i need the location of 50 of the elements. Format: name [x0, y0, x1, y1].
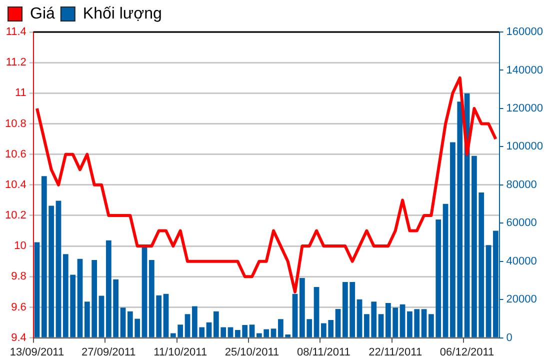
y2-tick-label: 40000 [506, 255, 537, 268]
bar [356, 299, 362, 338]
bar [34, 242, 40, 338]
bar [228, 327, 234, 338]
bar [249, 324, 255, 338]
y2-tick-label: 160000 [506, 26, 544, 38]
legend-label: Khối lượng [82, 5, 162, 22]
x-tick-label: 08/11/2011 [296, 346, 350, 358]
y2-tick-label: 0 [506, 332, 512, 344]
y-tick-label: 10.6 [4, 148, 26, 160]
bar [56, 200, 62, 338]
y2-tick-label: 140000 [506, 64, 544, 76]
bar [378, 314, 384, 338]
bar [163, 294, 169, 338]
y-tick-label: 10.4 [4, 178, 26, 191]
x-tick-label: 06/12/2011 [440, 346, 494, 358]
y-tick-label: 9.8 [11, 270, 26, 283]
bar [442, 204, 448, 338]
y-tick-label: 10 [14, 240, 26, 252]
y2-tick-label: 100000 [506, 140, 544, 153]
bar [77, 258, 83, 338]
y-tick-label: 9.6 [11, 301, 26, 314]
bar [400, 304, 406, 338]
bar [486, 245, 492, 338]
x-tick-label: 13/09/2011 [10, 346, 64, 358]
bar [184, 314, 190, 338]
y2-tick-label: 80000 [506, 178, 537, 191]
legend-label: Giá [30, 5, 55, 22]
bar [206, 322, 212, 338]
x-tick-label: 25/10/2011 [224, 346, 280, 358]
y2-tick-label: 20000 [506, 294, 537, 306]
bar [270, 328, 276, 338]
bar [421, 309, 427, 338]
y2-tick-label: 60000 [506, 217, 537, 230]
x-tick-label: 11/10/2011 [154, 346, 208, 358]
bar [335, 308, 341, 338]
y-tick-label: 9.4 [11, 332, 26, 344]
bar [120, 308, 126, 338]
x-tick-label: 22/11/2011 [368, 346, 422, 358]
bar [142, 246, 148, 338]
y-tick-label: 10.8 [4, 118, 26, 130]
y2-tick-label: 120000 [506, 102, 544, 114]
y-tick-label: 10.2 [4, 210, 26, 222]
y-tick-label: 11.2 [6, 56, 26, 69]
bar [314, 286, 320, 338]
x-tick-label: 27/09/2011 [82, 346, 136, 358]
bar [98, 296, 104, 338]
y-tick-label: 11.4 [6, 26, 26, 38]
bar [292, 294, 298, 338]
y-tick-label: 11 [14, 87, 26, 100]
